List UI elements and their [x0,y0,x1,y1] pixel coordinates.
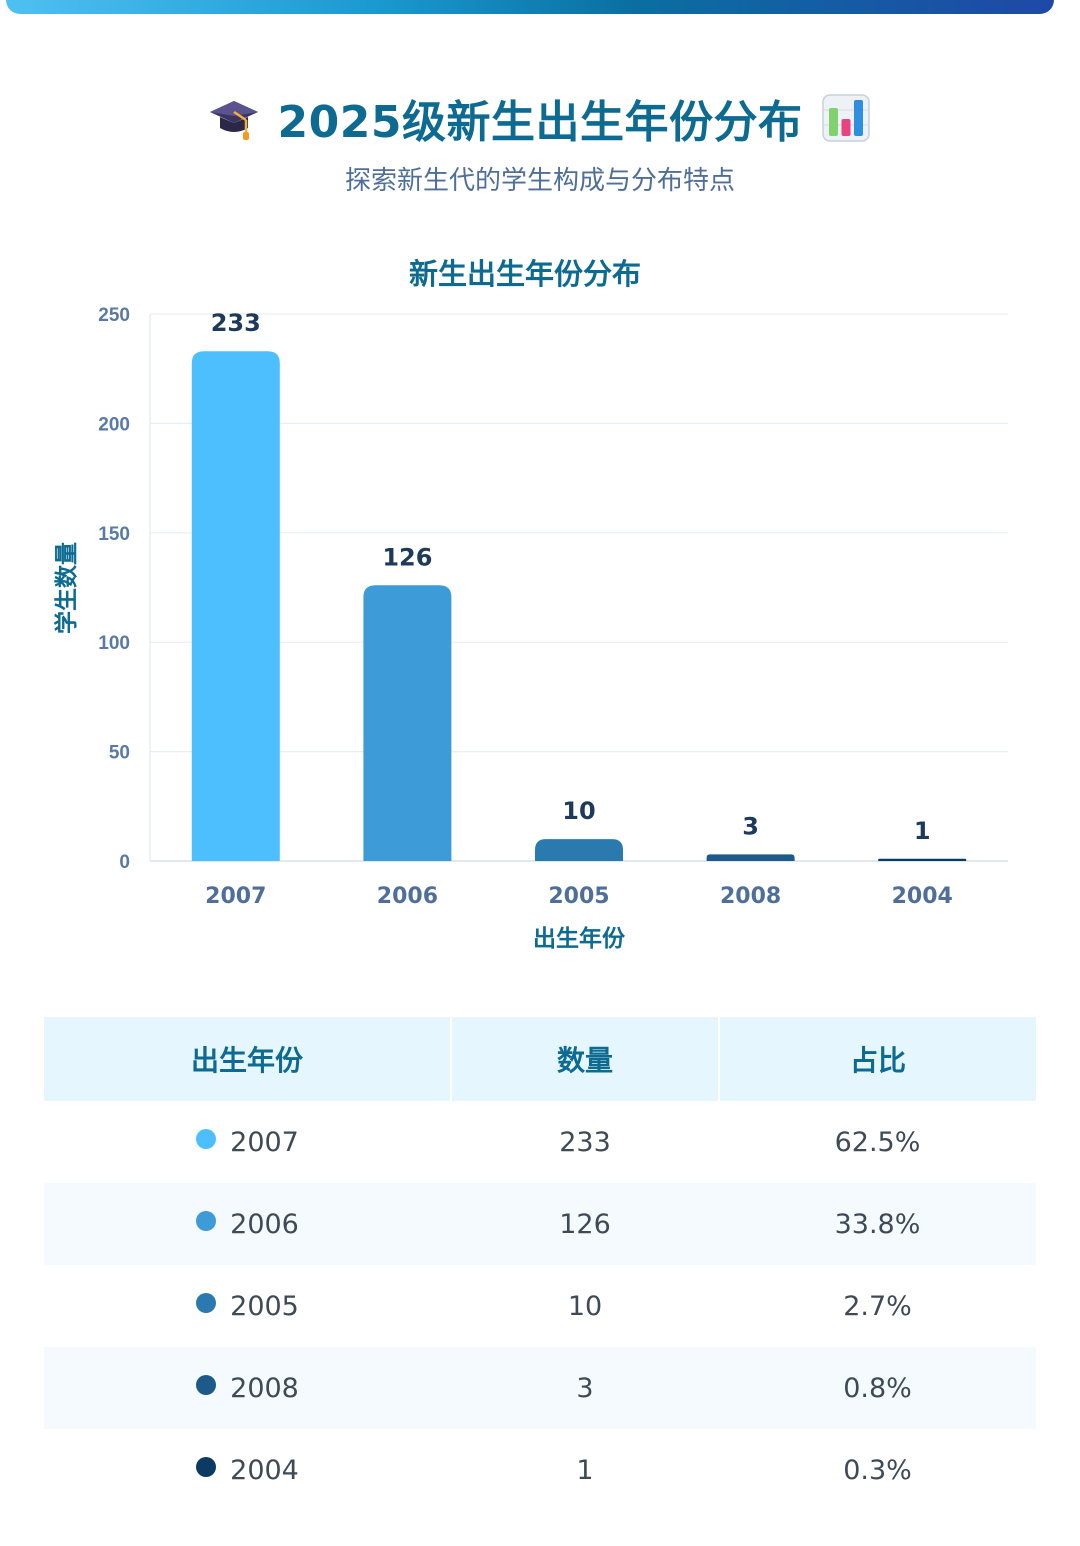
header: 2025级新生出生年份分布 [0,86,1080,150]
data-label: 3 [742,812,759,840]
year-cell: 2004 [44,1429,451,1511]
y-tick-label: 50 [109,743,130,764]
x-tick-label: 2004 [892,884,953,909]
data-label: 1 [914,817,931,845]
percent-cell: 0.8% [719,1347,1036,1429]
count-cell: 233 [559,1126,611,1158]
top-accent-bar [6,0,1054,14]
color-dot [196,1293,217,1313]
year-value: 2008 [230,1372,299,1404]
page-title: 2025级新生出生年份分布 [277,97,803,148]
bar-2006 [363,585,452,861]
chart-title: 新生出生年份分布 [409,257,641,291]
bar-2004 [878,858,967,861]
color-dot [196,1129,217,1149]
table-header-row: 出生年份 数量 占比 [44,1017,1036,1101]
percent-cell: 2.7% [843,1290,912,1322]
year-cell: 2006 [44,1183,451,1265]
x-axis-label: 出生年份 [533,925,626,952]
data-label: 126 [382,543,432,571]
year-value: 2005 [230,1290,299,1322]
year-value: 2006 [230,1208,299,1240]
table-row: 2006 126 33.8% [44,1183,1036,1265]
year-cell: 2007 [44,1101,451,1183]
year-cell: 2005 [44,1265,451,1347]
percent-cell: 62.5% [834,1126,921,1158]
percent-cell: 33.8% [719,1183,1036,1265]
year-value: 2007 [230,1126,299,1158]
x-tick-label: 2007 [205,884,266,909]
x-tick-label: 2005 [548,884,609,909]
page-subtitle: 探索新生代的学生构成与分布特点 [344,166,735,196]
count-cell: 126 [451,1183,719,1265]
table-row: 2005 10 2.7% [44,1265,1036,1347]
bar-chart-icon [822,94,871,142]
header-count: 数量 [451,1017,720,1101]
table-row: 2004 1 0.3% [44,1429,1036,1511]
bar-2005 [535,839,623,861]
x-tick-label: 2006 [377,884,438,909]
y-tick-label: 200 [98,414,130,435]
year-value: 2004 [230,1454,299,1486]
y-tick-label: 100 [98,633,130,654]
count-cell: 1 [576,1454,594,1486]
count-cell: 3 [451,1347,719,1429]
table-row: 2007 233 62.5% [44,1101,1036,1183]
table-row: 2008 3 0.8% [44,1347,1036,1429]
y-tick-label: 150 [98,524,130,545]
y-tick-label: 250 [98,305,130,326]
graduation-cap-icon [209,101,258,140]
color-dot [196,1457,217,1477]
bar-chart: 新生出生年份分布 0 50 100 150 200 250 233 2007 126 2006 10 2… [53,257,1008,952]
x-tick-label: 2008 [720,884,781,909]
y-tick-label: 0 [119,852,130,873]
percent-cell: 0.3% [843,1454,912,1486]
data-label: 233 [211,309,261,337]
count-cell: 10 [567,1290,603,1322]
bar-2007 [191,351,280,861]
y-axis-label: 学生数量 [53,542,80,634]
year-cell: 2008 [44,1347,451,1429]
header-year: 出生年份 [44,1017,452,1101]
bar-2008 [706,854,795,861]
color-dot [196,1375,217,1395]
color-dot [196,1211,217,1231]
data-table: 出生年份 数量 占比 2007 233 62.5% 2006 126 33.8%… [44,1017,1036,1511]
data-label: 10 [562,797,595,825]
header-percent: 占比 [719,1017,1036,1101]
